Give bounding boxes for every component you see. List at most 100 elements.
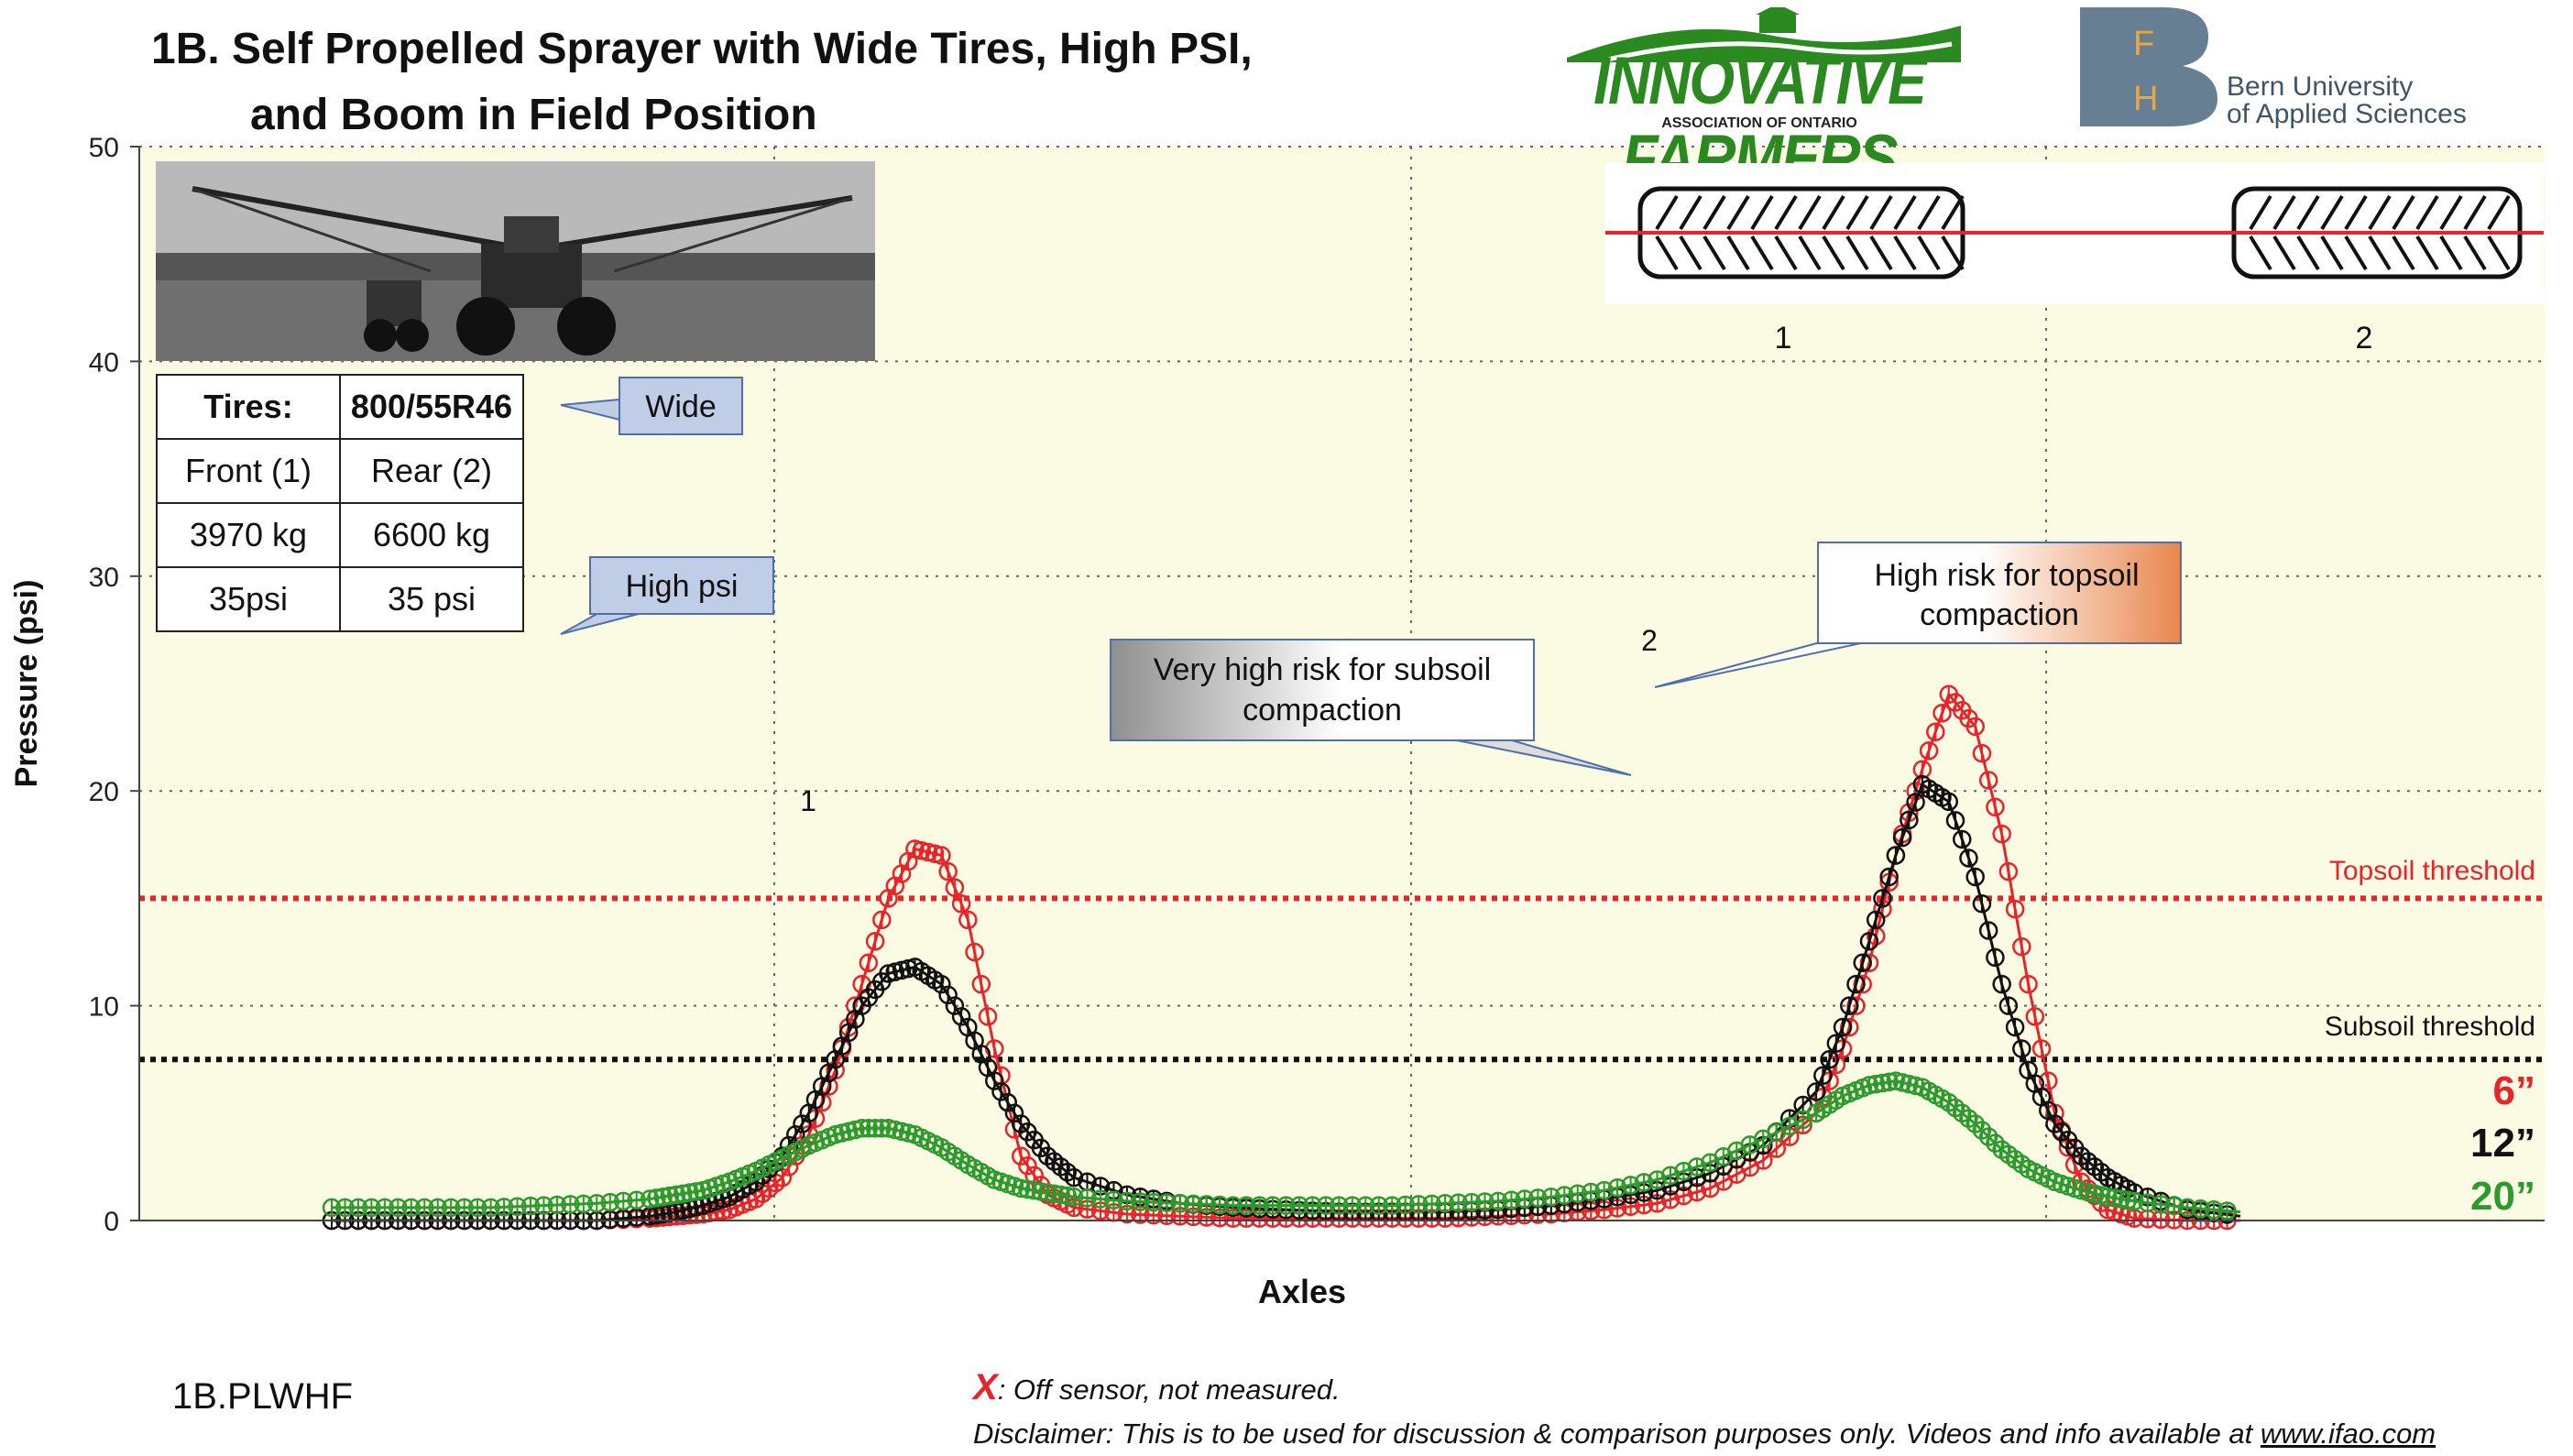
series-2 — [322, 1071, 2241, 1221]
tread-mark — [1822, 194, 1845, 231]
tread-mark — [2415, 235, 2439, 271]
tread-mark — [1750, 235, 1774, 271]
axle-label-1: 1 — [1775, 321, 1792, 356]
table-row: 3970 kg 6600 kg — [156, 502, 524, 568]
table-row: 35psi 35 psi — [156, 566, 524, 632]
tread-mark — [1679, 194, 1703, 231]
callout-subsoil-risk: Very high risk for subsoil compaction — [1110, 639, 1632, 776]
peak-label-2: 2 — [1641, 624, 1658, 657]
tread-mark — [1893, 235, 1917, 271]
tread-mark — [1774, 194, 1798, 231]
tread-mark — [1845, 194, 1869, 231]
series-group — [322, 684, 2241, 1231]
tread-mark — [1893, 194, 1917, 231]
tread-mark — [2344, 235, 2368, 271]
ifao-link[interactable]: www.ifao.com — [2260, 1418, 2436, 1450]
svg-text:F: F — [2133, 25, 2154, 63]
svg-text:High risk for topsoil: High risk for topsoil — [1874, 558, 2139, 593]
table-cell: 800/55R46 — [339, 374, 524, 440]
threshold-lines — [139, 895, 2545, 1063]
tread-mark — [2272, 194, 2296, 231]
tread-mark — [2249, 194, 2272, 231]
tread-mark — [2296, 235, 2320, 271]
tread-mark — [1726, 235, 1750, 271]
tread-mark — [2487, 235, 2511, 271]
peak-label-1: 1 — [800, 784, 816, 817]
tread-mark — [1679, 235, 1703, 271]
tread-mark — [2392, 235, 2415, 271]
x-axis-label: Axles — [1258, 1273, 1346, 1310]
table-cell: 6600 kg — [339, 502, 524, 568]
x-note-text: : Off sensor, not measured. — [997, 1374, 1341, 1406]
legend-6in: 6” — [2493, 1068, 2535, 1113]
table-cell: Rear (2) — [339, 438, 524, 504]
table-cell: 3970 kg — [156, 502, 341, 568]
topsoil-threshold-label: Topsoil threshold — [2329, 856, 2535, 886]
svg-text:Wide: Wide — [645, 389, 716, 424]
legend-20in: 20” — [2470, 1174, 2535, 1219]
tread-mark — [1703, 194, 1726, 231]
title-line-1: 1B. Self Propelled Sprayer with Wide Tir… — [151, 25, 1253, 73]
tread-mark — [2272, 235, 2296, 271]
tread-mark — [1845, 235, 1869, 271]
y-tick-label: 40 — [89, 347, 119, 378]
tread-mark — [2249, 235, 2272, 271]
tread-mark — [1750, 194, 1774, 231]
svg-text:compaction: compaction — [1920, 597, 2079, 632]
tread-mark — [2368, 194, 2392, 231]
callout-wide: Wide — [560, 377, 743, 435]
disclaimer-text: Disclaimer: This is to be used for discu… — [973, 1418, 2261, 1450]
y-tick-label: 0 — [104, 1207, 119, 1237]
axle-label-2: 2 — [2356, 321, 2373, 356]
svg-text:compaction: compaction — [1243, 693, 1402, 728]
svg-text:High psi: High psi — [626, 569, 739, 604]
tire-spec-table: Tires: 800/55R46 Front (1) Rear (2) 3970… — [156, 374, 524, 632]
table-cell: 35psi — [156, 566, 341, 632]
svg-text:Very high risk for subsoil: Very high risk for subsoil — [1154, 652, 1492, 687]
logo-right-text: Bern University of Applied Sciences — [2227, 73, 2467, 128]
x-mark-icon: X — [973, 1367, 998, 1407]
tread-mark — [2296, 194, 2320, 231]
page-title: 1B. Self Propelled Sprayer with Wide Tir… — [151, 16, 1253, 148]
tread-mark — [1703, 235, 1726, 271]
bfh-b-icon: F H — [2080, 7, 2217, 126]
title-line-2: and Boom in Field Position — [250, 91, 817, 139]
y-axis-label: Pressure (psi) — [9, 580, 44, 788]
sprayer-illustration — [156, 161, 875, 361]
table-cell: Tires: — [156, 374, 341, 440]
tread-mark — [1726, 194, 1750, 231]
svg-text:H: H — [2133, 80, 2158, 118]
tread-mark — [1774, 235, 1798, 271]
axle-diagram — [1605, 163, 2544, 304]
tread-mark — [2463, 194, 2487, 231]
subsoil-threshold-label: Subsoil threshold — [2325, 1012, 2535, 1042]
table-cell: Front (1) — [156, 438, 341, 504]
y-tick-label: 30 — [89, 563, 119, 593]
table-cell: 35 psi — [339, 566, 524, 632]
y-tick-label: 50 — [89, 133, 119, 163]
tread-mark — [2320, 194, 2344, 231]
sprayer-photo — [156, 161, 875, 361]
callout-topsoil-risk: High risk for topsoil compaction — [1654, 542, 2182, 688]
tread-mark — [2392, 194, 2415, 231]
tread-mark — [1655, 194, 1679, 231]
legend-12in: 12” — [2470, 1121, 2535, 1166]
logo-right-line-2: of Applied Sciences — [2227, 99, 2467, 129]
y-tick-label: 10 — [89, 992, 119, 1023]
tread-mark — [1869, 194, 1893, 231]
tread-mark — [1655, 235, 1679, 271]
farm-hills-icon — [1567, 7, 1961, 62]
table-row: Tires: 800/55R46 — [156, 374, 524, 440]
tread-mark — [1941, 194, 1965, 231]
tire-diagram-icon — [1605, 186, 2544, 279]
tread-mark — [1822, 235, 1845, 271]
tread-mark — [2415, 194, 2439, 231]
table-row: Front (1) Rear (2) — [156, 438, 524, 504]
tread-mark — [1798, 194, 1822, 231]
bern-university-logo: F H Bern University of Applied Sciences — [2080, 7, 2511, 128]
logo-left-sub: ASSOCIATION OF ONTARIO — [1661, 115, 1857, 131]
tread-mark — [1869, 235, 1893, 271]
tread-mark — [1917, 194, 1941, 231]
y-tick-label: 20 — [89, 777, 119, 807]
